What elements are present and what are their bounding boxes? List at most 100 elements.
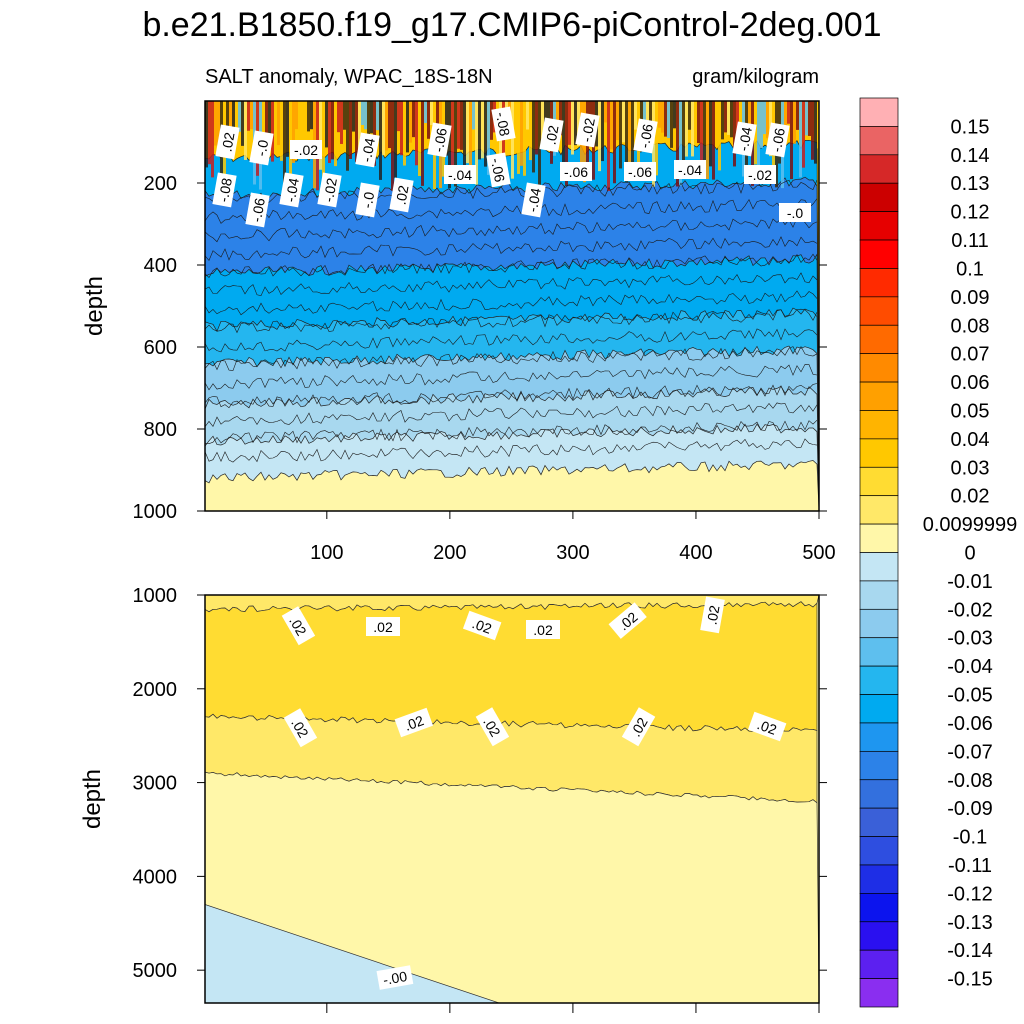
upper-contour-label-text: -.02 (294, 142, 318, 158)
colorbar-box (859, 750, 899, 781)
lower-layer-fill (205, 904, 500, 1003)
upper-surface-stripe (799, 101, 802, 178)
upper-contour-label: -.04 (521, 182, 546, 218)
upper-surface-stripe (763, 101, 766, 135)
upper-surface-stripe (457, 101, 460, 149)
upper-contour-label-box (539, 117, 564, 153)
upper-surface-stripe (325, 101, 328, 148)
colorbar-box (859, 466, 899, 497)
colorbar-box (859, 637, 899, 667)
upper-surface-stripe (814, 101, 817, 164)
upper-contour-label-box (633, 118, 658, 154)
upper-xtick-label: 300 (556, 542, 589, 564)
upper-surface-stripe (388, 101, 391, 149)
colorbar-label: -0.1 (953, 827, 987, 849)
upper-surface-stripe (817, 101, 819, 149)
upper-surface-stripe (523, 101, 526, 176)
colorbar-label: 0.07 (951, 344, 990, 366)
upper-contour-label-box (765, 122, 790, 158)
upper-surface-stripe (589, 101, 592, 128)
upper-surface-stripe (283, 101, 286, 191)
upper-xtick-label: 200 (433, 542, 466, 564)
upper-surface-stripe (376, 101, 379, 131)
colorbar-label: -0.06 (947, 713, 993, 735)
upper-surface-stripe (469, 101, 472, 183)
upper-surface-stripe (400, 101, 403, 156)
lower-ytick-label: 4000 (133, 866, 178, 888)
upper-contour-label-box (624, 162, 656, 181)
upper-contour-line (205, 179, 818, 206)
upper-contour-label-text: .02 (218, 131, 237, 153)
upper-surface-stripe (217, 101, 220, 153)
upper-contour-label-box (389, 177, 414, 213)
colorbar-box (859, 836, 899, 866)
lower-contour-label: .02 (283, 708, 318, 748)
upper-contour-label-text: -.06 (488, 157, 508, 184)
colorbar-box (859, 296, 899, 326)
upper-contour-label-text: -.0 (787, 205, 804, 221)
upper-contour-label-box (575, 112, 600, 148)
upper-surface-stripe (682, 101, 685, 174)
upper-surface-stripe (463, 101, 466, 170)
lower-contour-label-box (376, 965, 414, 990)
upper-contour-label-text: -.04 (448, 167, 472, 183)
colorbar-label: -0.11 (948, 855, 992, 877)
upper-contour-label-box (560, 162, 592, 181)
lower-contour-label: .02 (366, 617, 400, 636)
colorbar-label: 0.09 (951, 287, 990, 309)
upper-surface-stripe (535, 101, 538, 155)
upper-surface-stripe (517, 101, 520, 174)
upper-surface-stripe (616, 101, 619, 141)
upper-contour-line (205, 402, 818, 427)
upper-surface-stripe (355, 101, 358, 163)
lower-contour-label: .02 (462, 610, 502, 641)
colorbar-label: -0.07 (947, 741, 993, 763)
colorbar-box (859, 978, 899, 1008)
lower-contour-label-text: .02 (703, 604, 722, 626)
colorbar-label: -0.05 (947, 685, 993, 707)
upper-surface-stripe (694, 101, 697, 142)
lower-contour-label-box (700, 596, 725, 634)
upper-surface-stripe (436, 101, 439, 125)
colorbar-box (859, 779, 899, 809)
upper-surface-stripe (382, 101, 385, 156)
upper-surface-stripe (271, 101, 274, 162)
upper-surface-stripe (610, 101, 613, 150)
upper-surface-stripe (529, 101, 532, 161)
upper-surface-stripe (361, 101, 364, 126)
colorbar-box (859, 381, 899, 411)
lower-contour-label-box (526, 620, 560, 639)
upper-surface-stripe (370, 101, 373, 134)
upper-surface-stripe (250, 101, 253, 130)
upper-ytick-label: 400 (144, 255, 177, 277)
upper-surface-stripe (247, 101, 250, 131)
upper-xtick-label: 500 (802, 542, 835, 564)
upper-contour-line (205, 236, 818, 261)
upper-surface-stripe (805, 101, 808, 136)
lower-contour-label-box (621, 707, 656, 747)
upper-contour-label-text: -.08 (215, 177, 235, 204)
upper-surface-stripe (235, 101, 238, 127)
upper-surface-stripe (466, 101, 469, 164)
lower-contour-label-text: .02 (755, 716, 779, 738)
upper-surface-stripe (532, 101, 535, 173)
upper-surface-stripe (613, 101, 616, 184)
upper-surface-stripe (496, 101, 499, 182)
upper-contour-label: -.04 (355, 132, 380, 168)
upper-surface-stripe (412, 101, 415, 138)
colorbar-box (859, 211, 899, 241)
upper-surface-stripe (559, 101, 562, 136)
upper-surface-stripe (802, 101, 805, 168)
upper-surface-stripe (475, 101, 478, 185)
upper-contour-label-text: -.02 (748, 167, 772, 183)
upper-contour-label-box (674, 160, 706, 179)
upper-surface-stripe (358, 101, 361, 158)
upper-contour-label-box (355, 132, 380, 168)
upper-surface-stripe (700, 101, 703, 170)
upper-contour-label: -.06 (427, 122, 452, 158)
colorbar-label: -0.13 (947, 912, 993, 934)
upper-surface-stripe (394, 101, 397, 178)
lower-contour-label-box (394, 707, 434, 738)
upper-surface-stripe (364, 101, 367, 130)
